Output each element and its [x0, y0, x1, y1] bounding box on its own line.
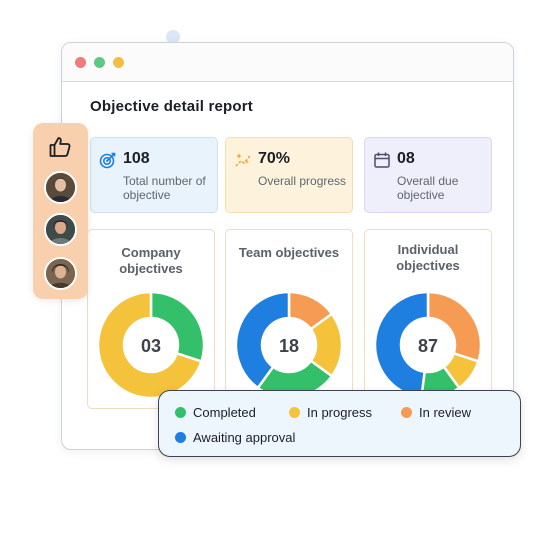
avatar[interactable] — [44, 171, 77, 204]
individual-objectives-donut: 87 — [374, 291, 482, 399]
donut-center-value: 18 — [279, 336, 299, 356]
legend-item-completed: Completed — [175, 405, 256, 420]
thumbs-up-icon[interactable] — [48, 135, 73, 159]
close-window-button[interactable] — [75, 57, 86, 68]
stat-total-objectives: 108 Total number of objective — [90, 137, 218, 213]
donut-slice-in-progress — [97, 291, 203, 399]
donut-slice-completed — [149, 291, 205, 363]
company-objectives-card: Company objectives 03 — [87, 229, 215, 409]
stat-value: 08 — [397, 150, 415, 167]
maximize-window-button[interactable] — [94, 57, 105, 68]
donut-slice-awaiting-approval — [235, 291, 291, 390]
legend-label: In progress — [307, 405, 373, 420]
avatar[interactable] — [44, 257, 77, 290]
report-window: Objective detail report 108 Total number… — [61, 42, 514, 450]
legend-label: Awaiting approval — [193, 430, 296, 445]
legend-label: Completed — [193, 405, 256, 420]
stat-label: Overall progress — [258, 174, 347, 188]
donut-center-value: 03 — [141, 336, 161, 356]
legend-item-in-review: In review — [401, 405, 471, 420]
team-objectives-card: Team objectives 18 — [225, 229, 353, 409]
stat-value: 70% — [258, 150, 291, 167]
stat-label: Total number of objective — [123, 174, 206, 202]
stat-overall-progress: 70% Overall progress — [225, 137, 353, 213]
target-icon — [99, 152, 116, 169]
legend-dot — [401, 407, 412, 418]
reactions-panel — [33, 123, 88, 299]
legend-dot — [289, 407, 300, 418]
card-title: Team objectives — [238, 245, 340, 260]
avatar[interactable] — [44, 213, 77, 246]
donut-slice-in-review — [426, 291, 482, 363]
window-titlebar — [62, 43, 513, 82]
donut-slice-awaiting-approval — [374, 291, 430, 399]
individual-objectives-card: Individual objectives 87 — [364, 229, 492, 409]
minimize-window-button[interactable] — [113, 57, 124, 68]
card-title: Company objectives — [119, 245, 183, 276]
team-objectives-donut: 18 — [235, 291, 343, 399]
donut-center-value: 87 — [418, 336, 438, 356]
report-title: Objective detail report — [90, 98, 253, 115]
stat-value: 108 — [123, 150, 150, 167]
stat-due-objectives: 08 Overall due objective — [364, 137, 492, 213]
stat-label: Overall due objective — [397, 174, 459, 202]
card-title: Individual objectives — [396, 242, 460, 273]
legend-item-awaiting-approval: Awaiting approval — [175, 430, 295, 445]
chart-legend: Completed In progress In review Awaiting… — [158, 390, 521, 457]
legend-item-in-progress: In progress — [289, 405, 372, 420]
calendar-icon — [374, 152, 390, 168]
legend-dot — [175, 407, 186, 418]
decorative-dot — [166, 30, 180, 44]
legend-label: In review — [419, 405, 472, 420]
company-objectives-donut: 03 — [97, 291, 205, 399]
legend-dot — [175, 432, 186, 443]
progress-sparkle-icon — [235, 153, 251, 167]
